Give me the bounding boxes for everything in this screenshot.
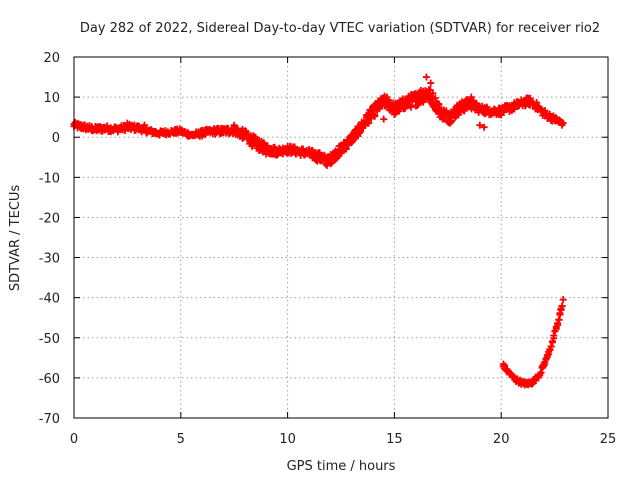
chart-title: Day 282 of 2022, Sidereal Day-to-day VTE… xyxy=(80,21,600,36)
main-band-point xyxy=(371,111,379,119)
outliers-point xyxy=(123,119,131,127)
x-tick-label: 20 xyxy=(493,432,510,447)
late-descent-point xyxy=(541,360,549,368)
tick-labels: 0 5 10 15 20 25 20 10 0 -10 -20 -30 -40 -50 -60 -70 xyxy=(39,51,617,447)
outliers-point xyxy=(422,73,430,81)
x-tick-label: 10 xyxy=(279,432,296,447)
y-tick-label: 20 xyxy=(43,51,60,66)
plot-frame xyxy=(73,56,609,419)
late-descent-point xyxy=(550,334,558,342)
main-band-point xyxy=(500,108,508,116)
y-tick-label: -40 xyxy=(39,292,60,307)
main-band-point xyxy=(342,145,350,153)
main-band-point xyxy=(367,114,375,122)
late-descent-point xyxy=(555,316,563,324)
x-tick-label: 15 xyxy=(386,432,403,447)
y-axis-label: SDTVAR / TECUs xyxy=(8,185,23,292)
y-tick-label: -60 xyxy=(39,372,60,387)
outliers-point xyxy=(230,121,238,129)
outliers-point xyxy=(480,123,488,131)
x-tick-label: 25 xyxy=(600,432,617,447)
y-tick-label: -20 xyxy=(39,211,60,226)
y-tick-label: -30 xyxy=(39,252,60,267)
outliers-point xyxy=(476,121,484,129)
late-descent-point xyxy=(552,325,560,333)
main-band-point xyxy=(447,117,455,125)
main-band-point xyxy=(248,141,256,149)
late-descent-point xyxy=(547,343,555,351)
main-band-point xyxy=(559,119,567,127)
main-band-point xyxy=(429,89,437,97)
late-descent-point xyxy=(559,296,567,304)
outliers-point xyxy=(380,115,388,123)
late-descent-point xyxy=(545,350,553,358)
y-tick-label: -10 xyxy=(39,171,60,186)
main-band-point xyxy=(533,98,541,106)
outliers-point xyxy=(467,93,475,101)
main-band-point xyxy=(390,111,398,119)
y-tick-label: 10 xyxy=(43,91,60,106)
main-band-point xyxy=(392,109,400,117)
late-descent-point xyxy=(537,369,545,377)
late-descent-point xyxy=(542,354,550,362)
main-band-point xyxy=(458,98,466,106)
y-tick-label: 0 xyxy=(52,131,60,146)
late-descent-point xyxy=(558,302,566,310)
late-descent-point xyxy=(556,311,564,319)
main-band-point xyxy=(337,149,345,157)
main-band-point xyxy=(407,103,415,111)
main-band-point xyxy=(323,161,331,169)
main-band-point xyxy=(243,133,251,141)
y-tick-label: -50 xyxy=(39,332,60,347)
axis-ticks xyxy=(73,56,609,419)
x-axis-label: GPS time / hours xyxy=(287,459,396,474)
outliers-point xyxy=(427,79,435,87)
main-band-point xyxy=(456,108,464,116)
outliers-point xyxy=(140,121,148,129)
main-band-point xyxy=(510,105,518,113)
x-tick-label: 5 xyxy=(177,432,185,447)
x-tick-label: 0 xyxy=(70,432,78,447)
y-tick-label: -70 xyxy=(39,412,60,427)
main-band-point xyxy=(431,94,439,102)
main-band-point xyxy=(365,111,373,119)
late-descent-point xyxy=(546,346,554,354)
main-band-point xyxy=(365,119,373,127)
late-descent-point xyxy=(557,306,565,314)
data-points xyxy=(70,73,567,389)
grid xyxy=(74,57,608,418)
